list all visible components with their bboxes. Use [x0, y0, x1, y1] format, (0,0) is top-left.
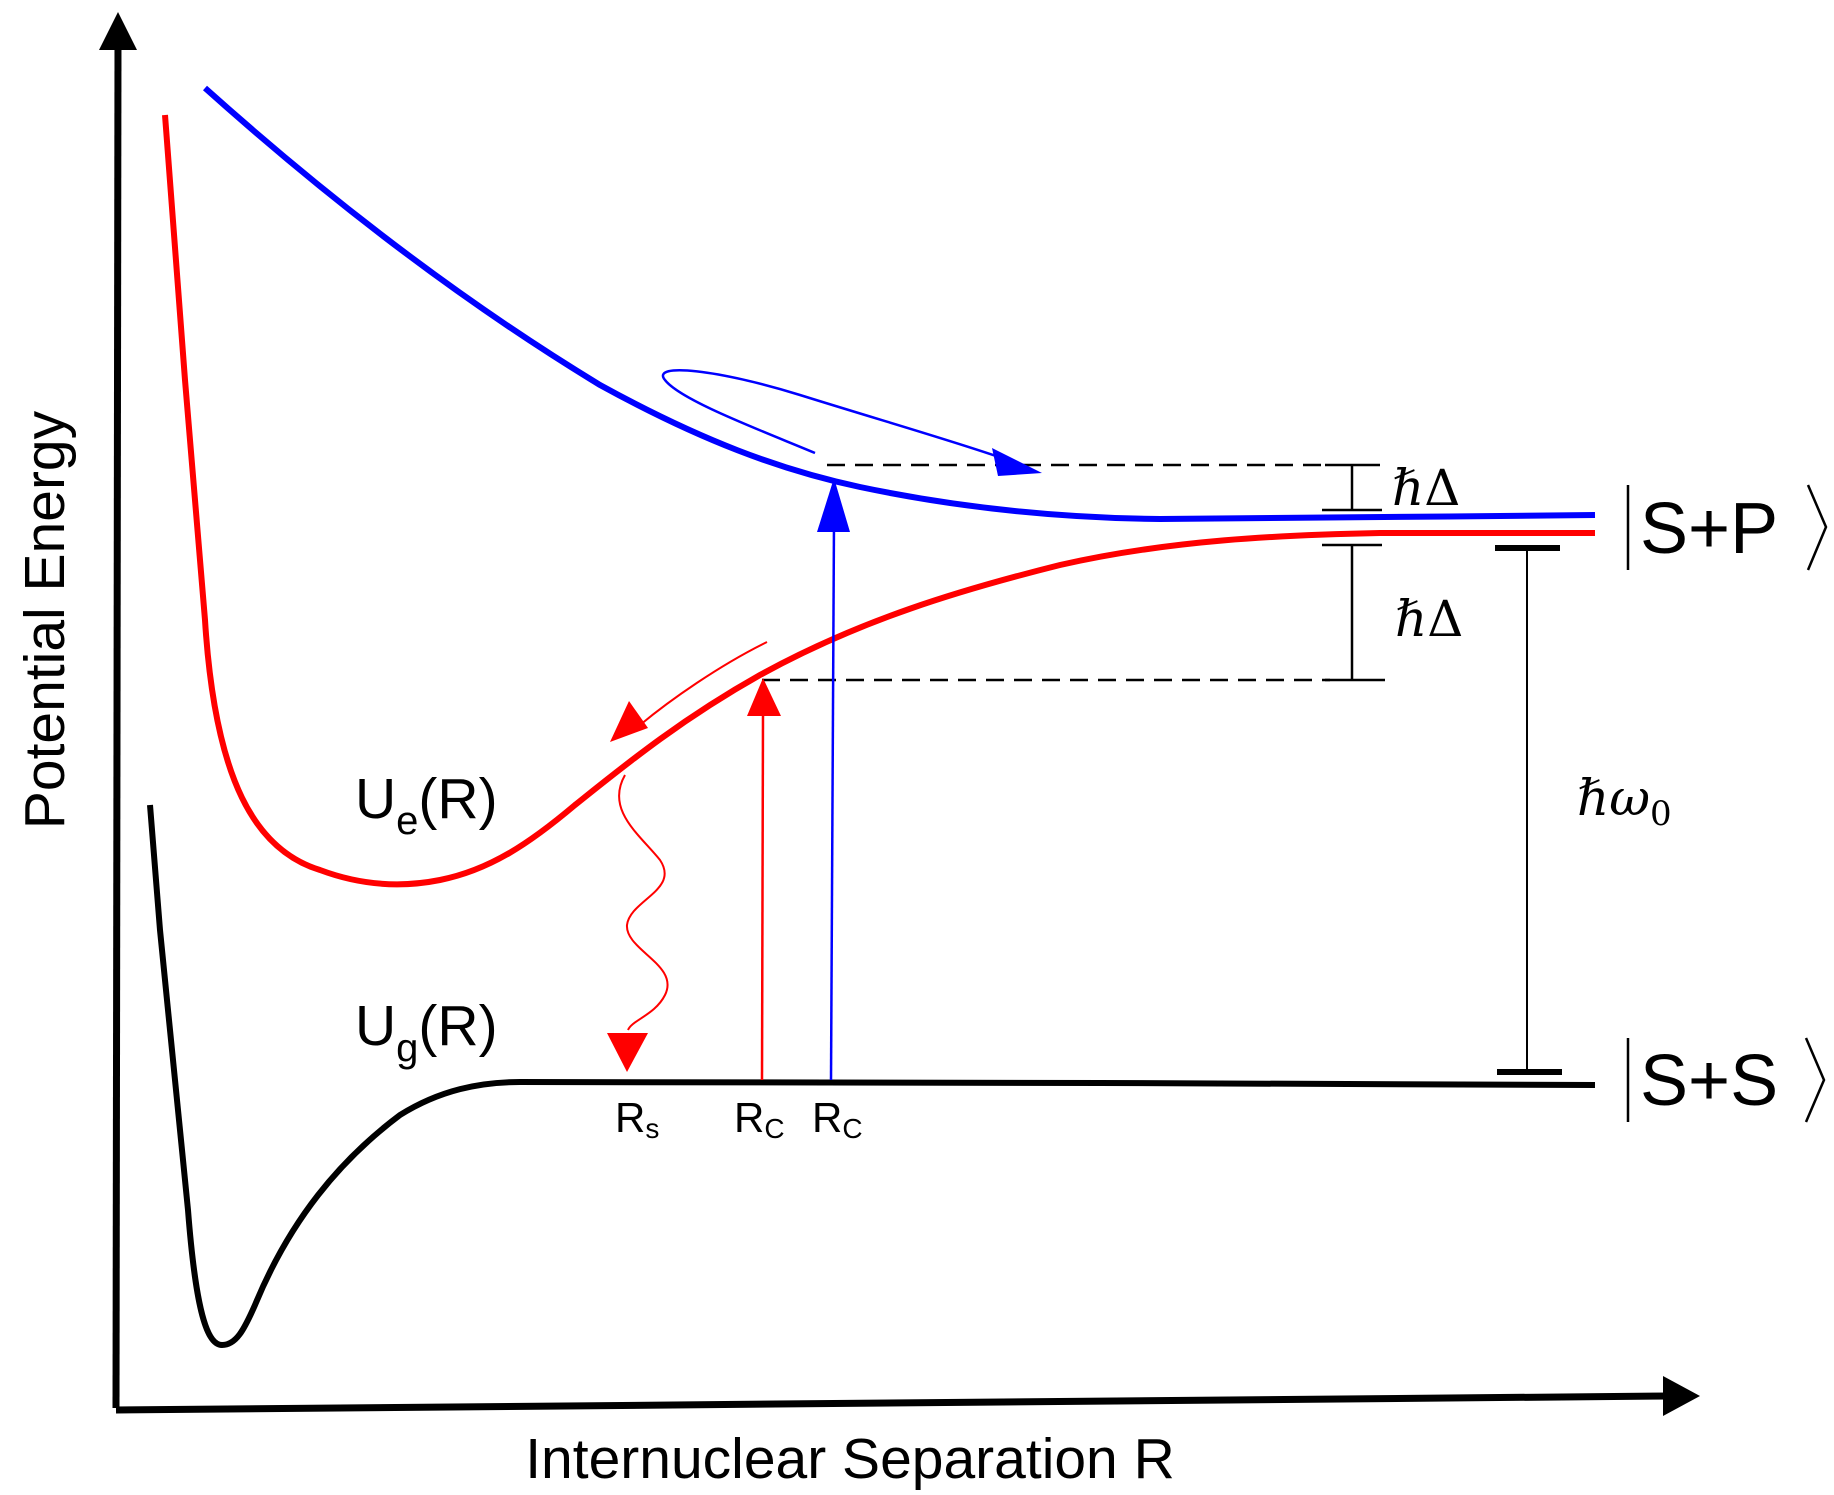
transition-energy-label: ℏω0: [1577, 769, 1672, 834]
y-axis-arrow-icon: [99, 12, 137, 50]
blue-trajectory-arrowhead-icon: [992, 448, 1042, 476]
blue-excitation-arrowhead-icon: [817, 478, 850, 532]
excited-curve-label: Ue(R): [355, 767, 498, 843]
transition-energy-bracket: [1495, 545, 1562, 1075]
x-axis-label: Internuclear Separation R: [525, 1427, 1175, 1491]
red-excitation-arrowhead-icon: [747, 678, 781, 716]
x-axis-line: [115, 1392, 1671, 1414]
blue-excitation-line: [829, 519, 836, 1081]
x-axis-arrow-icon: [1663, 1376, 1700, 1416]
upper-state-label: S+P: [1640, 489, 1778, 569]
spontaneous-decay-wave: [618, 774, 669, 1031]
y-axis-label: Potential Energy: [13, 410, 77, 829]
y-axis-line: [112, 39, 122, 1409]
lower-state-ket: S+S: [1626, 1037, 1826, 1123]
detuning-lower-bracket: [1322, 543, 1385, 682]
red-trajectory-line: [639, 641, 768, 726]
ground-curve-label: Ug(R): [355, 994, 498, 1070]
red-excitation-line: [760, 711, 765, 1081]
detuning-lower-label: ℏΔ: [1395, 590, 1463, 648]
rs-label: Rs: [615, 1094, 659, 1144]
rc-red-label: RC: [734, 1094, 785, 1144]
upper-state-ket: S+P: [1626, 484, 1828, 571]
excited-potential-curve: [162, 114, 1595, 888]
lower-state-label: S+S: [1640, 1041, 1778, 1121]
repulsive-potential-curve: [202, 85, 1596, 523]
detuning-upper-bracket: [1322, 463, 1382, 512]
detuning-upper-label: ℏΔ: [1392, 459, 1460, 517]
blue-trajectory-loop: [661, 369, 1003, 460]
ground-potential-curve: [147, 804, 1596, 1349]
spontaneous-decay-arrowhead-icon: [607, 1033, 648, 1072]
red-trajectory-arrowhead-icon: [610, 701, 648, 742]
rc-blue-label: RC: [812, 1094, 863, 1144]
